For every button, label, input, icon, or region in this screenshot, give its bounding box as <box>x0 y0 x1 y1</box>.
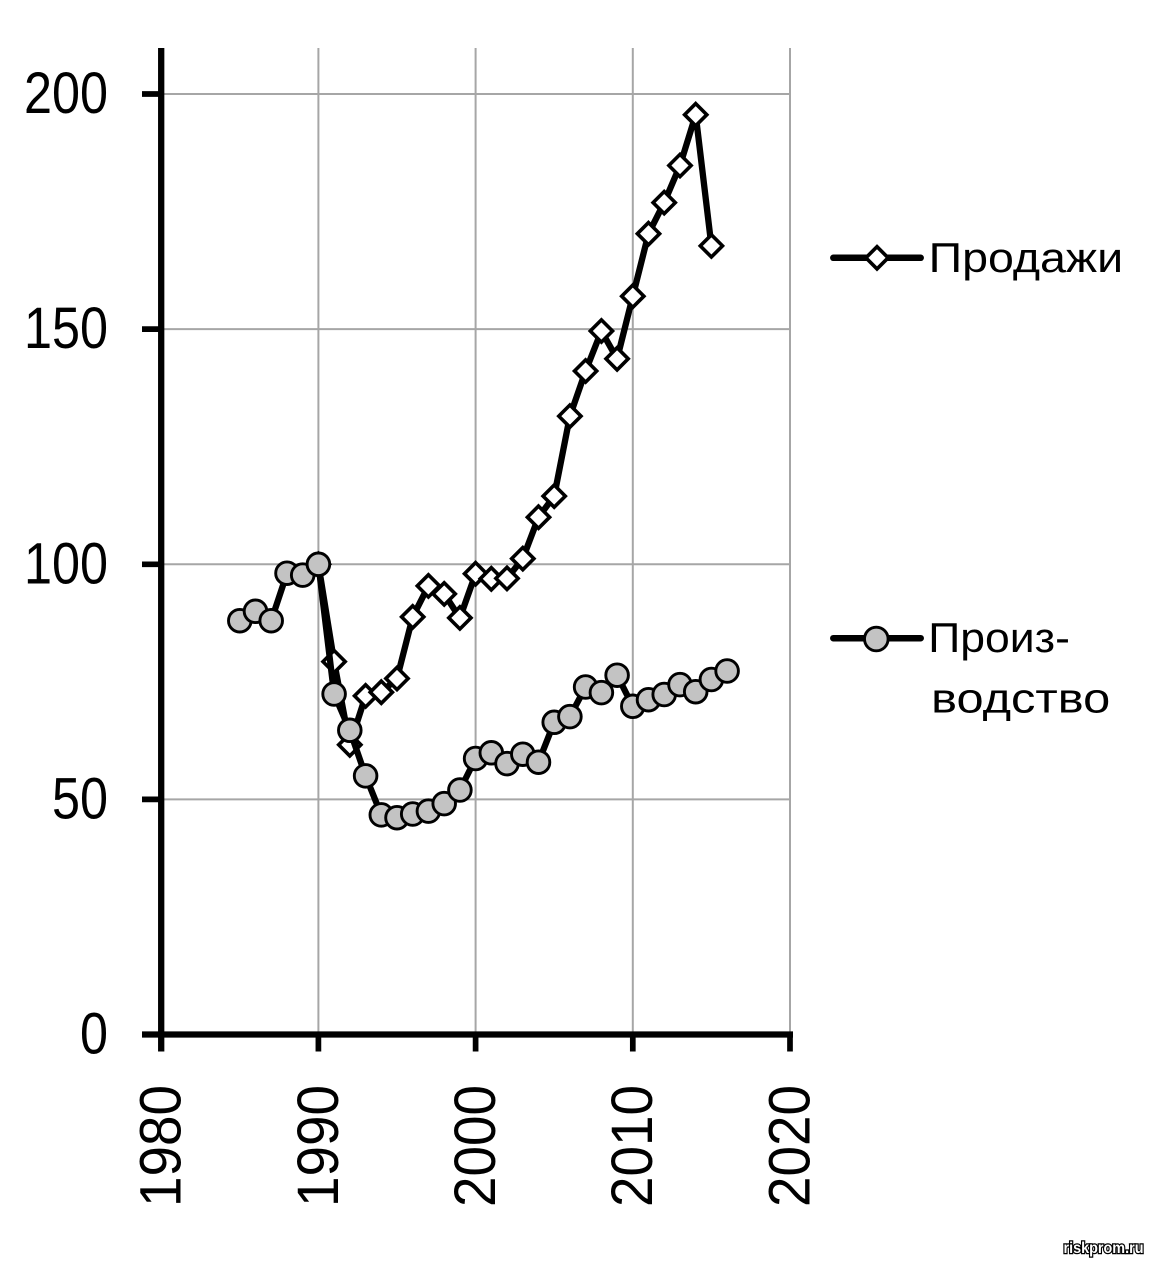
svg-text:Продажи: Продажи <box>929 234 1124 281</box>
svg-text:200: 200 <box>24 61 108 126</box>
svg-text:2020: 2020 <box>757 1085 822 1207</box>
svg-text:2010: 2010 <box>600 1085 665 1207</box>
svg-text:водство: водство <box>931 675 1110 722</box>
svg-text:0: 0 <box>80 1002 108 1067</box>
svg-text:2000: 2000 <box>443 1085 508 1207</box>
svg-text:100: 100 <box>24 531 108 596</box>
svg-text:50: 50 <box>52 766 108 831</box>
svg-text:150: 150 <box>24 296 108 361</box>
svg-text:Произ-: Произ- <box>928 614 1070 661</box>
svg-text:riskprom.ru: riskprom.ru <box>1064 1240 1144 1257</box>
svg-text:1980: 1980 <box>129 1085 194 1207</box>
svg-text:1990: 1990 <box>286 1085 351 1207</box>
